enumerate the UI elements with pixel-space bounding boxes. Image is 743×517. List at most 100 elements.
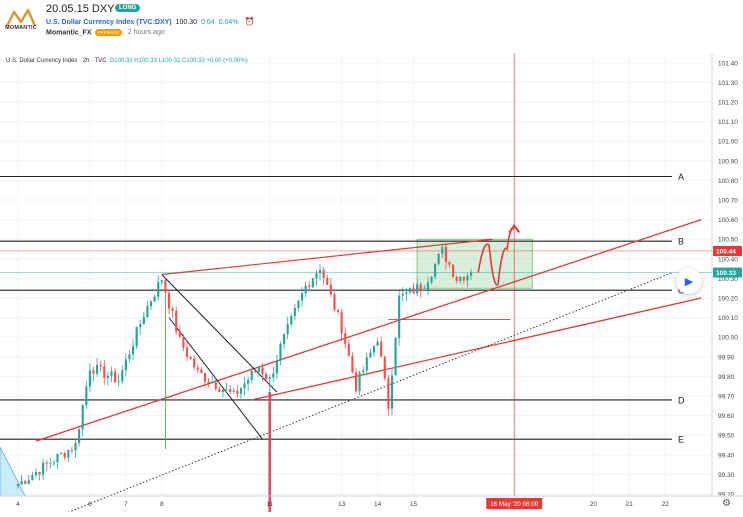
- candle-body: [326, 278, 329, 285]
- candle-body: [275, 360, 278, 374]
- candle-body: [257, 367, 260, 372]
- candle-body: [214, 382, 217, 390]
- candle-body: [70, 449, 73, 451]
- candle-body: [254, 371, 257, 373]
- time-tick-label: 4: [16, 501, 20, 508]
- price-tick-label: 99.20: [718, 492, 735, 499]
- candle-body: [67, 449, 70, 458]
- candle-body: [430, 276, 433, 283]
- candle-body: [81, 405, 84, 430]
- target-zone: [416, 238, 533, 289]
- candle-body: [221, 390, 225, 392]
- chart-area[interactable]: ABCDE 101.40101.30101.20101.10101.00100.…: [0, 53, 743, 517]
- candle-body: [128, 354, 131, 360]
- candle-body: [232, 390, 235, 392]
- candle-body: [466, 275, 469, 281]
- price-tick-label: 99.90: [718, 354, 735, 361]
- candle-body: [444, 246, 447, 263]
- candle-body: [315, 273, 318, 279]
- series-legend: U.S. Dollar Currency Index · 2h · TVC O10…: [6, 58, 248, 64]
- author-line: Momantic_FX PREMIUM 2 hours ago: [46, 29, 165, 36]
- price-tick-label: 99.30: [718, 472, 735, 479]
- candle-body: [419, 284, 422, 291]
- price-tick-label: 100.00: [718, 335, 738, 342]
- candle-body: [175, 311, 178, 332]
- candle-body: [124, 359, 127, 371]
- candle-body: [286, 324, 289, 335]
- symbol-link[interactable]: U.S. Dollar Currency Index (TVC:DXY): [46, 19, 172, 26]
- time-tick-label: 21: [626, 501, 634, 508]
- candle-body: [106, 375, 109, 378]
- price-tick-label: 100.70: [718, 198, 738, 205]
- logo-mark-icon: [5, 8, 37, 27]
- candle-body: [344, 333, 347, 344]
- candle-body: [85, 386, 88, 406]
- candle-body: [300, 293, 304, 301]
- candle-body: [45, 462, 48, 464]
- candle-body: [387, 378, 390, 409]
- candle-body: [336, 309, 340, 312]
- candle-body: [110, 371, 113, 376]
- candle-body: [207, 381, 210, 383]
- alarm-clock-icon[interactable]: ⏰: [244, 17, 255, 26]
- time-axis[interactable]: 4 6 7 8 11 13 14 15 20 21 22 16 May '20 06:00: [0, 495, 743, 509]
- price-tick-label: 99.40: [718, 452, 735, 459]
- logo-text: MOMANTIC: [5, 25, 37, 31]
- candle-body: [437, 253, 440, 264]
- price-tick-label: 100.90: [718, 158, 738, 165]
- price-axis[interactable]: 101.40 101.30 101.20 101.10 101.00 100.90 100.…: [711, 53, 742, 499]
- candle-body: [297, 300, 300, 309]
- candle-body: [142, 316, 145, 324]
- price-tick-label: 100.40: [718, 256, 738, 263]
- candle-body: [193, 358, 196, 368]
- candle-body: [354, 372, 358, 392]
- price-tick-label: 100.60: [718, 217, 738, 224]
- candles: [16, 242, 473, 517]
- candle-body: [362, 370, 365, 373]
- candle-body: [218, 389, 221, 392]
- candle-body: [20, 481, 23, 485]
- author-link[interactable]: Momantic_FX: [46, 29, 92, 37]
- candle-body: [398, 295, 401, 339]
- price-label-text: 100.44: [716, 248, 736, 255]
- price-change: 0.04: [201, 19, 215, 26]
- candle-body: [462, 277, 465, 281]
- time-tick-label: 15: [410, 501, 418, 508]
- price-chart[interactable]: ABCDE 101.40101.30101.20101.10101.00100.…: [0, 53, 743, 517]
- upper-wedge-line: [161, 238, 493, 276]
- price-tick-label: 101.10: [718, 119, 738, 126]
- candle-body: [239, 388, 243, 394]
- candle-body: [283, 334, 286, 344]
- candle-body: [236, 390, 239, 394]
- price-tick-label: 100.50: [718, 237, 738, 244]
- gear-icon[interactable]: ⚙: [722, 498, 731, 509]
- candle-body: [426, 282, 429, 290]
- cursor-time-label: 16 May '20 06:00: [490, 501, 539, 508]
- candle-body: [308, 285, 311, 287]
- dotted-trend-line: [64, 272, 673, 515]
- candle-body: [416, 284, 419, 294]
- idea-title[interactable]: 20.05.15 DXY: [46, 3, 115, 15]
- candle-body: [164, 280, 167, 293]
- price-change-percent: 0.04%: [218, 19, 239, 26]
- lower-channel-line: [251, 297, 702, 401]
- momantic-logo[interactable]: [4, 6, 38, 40]
- cursor-time-box: [486, 498, 543, 509]
- upper-channel-line: [35, 218, 702, 442]
- candle-body: [293, 308, 296, 316]
- candle-body: [99, 364, 102, 367]
- candle-body: [376, 341, 379, 346]
- projection-path: [477, 227, 515, 286]
- candle-body: [423, 289, 426, 291]
- candle-body: [16, 484, 20, 487]
- candle-body: [38, 471, 41, 475]
- candle-body: [434, 263, 437, 277]
- price-tick-label: 99.80: [718, 374, 735, 381]
- replay-button[interactable]: ▶: [676, 268, 702, 294]
- candle-body: [369, 352, 372, 358]
- price-tick-label: 100.80: [718, 178, 738, 185]
- candle-body: [135, 327, 138, 347]
- idea-header: MOMANTIC 20.05.15 DXY LONG U.S. Dollar C…: [0, 0, 743, 46]
- candle-body: [333, 294, 336, 310]
- horizontal-levels: ABCDE: [0, 172, 712, 445]
